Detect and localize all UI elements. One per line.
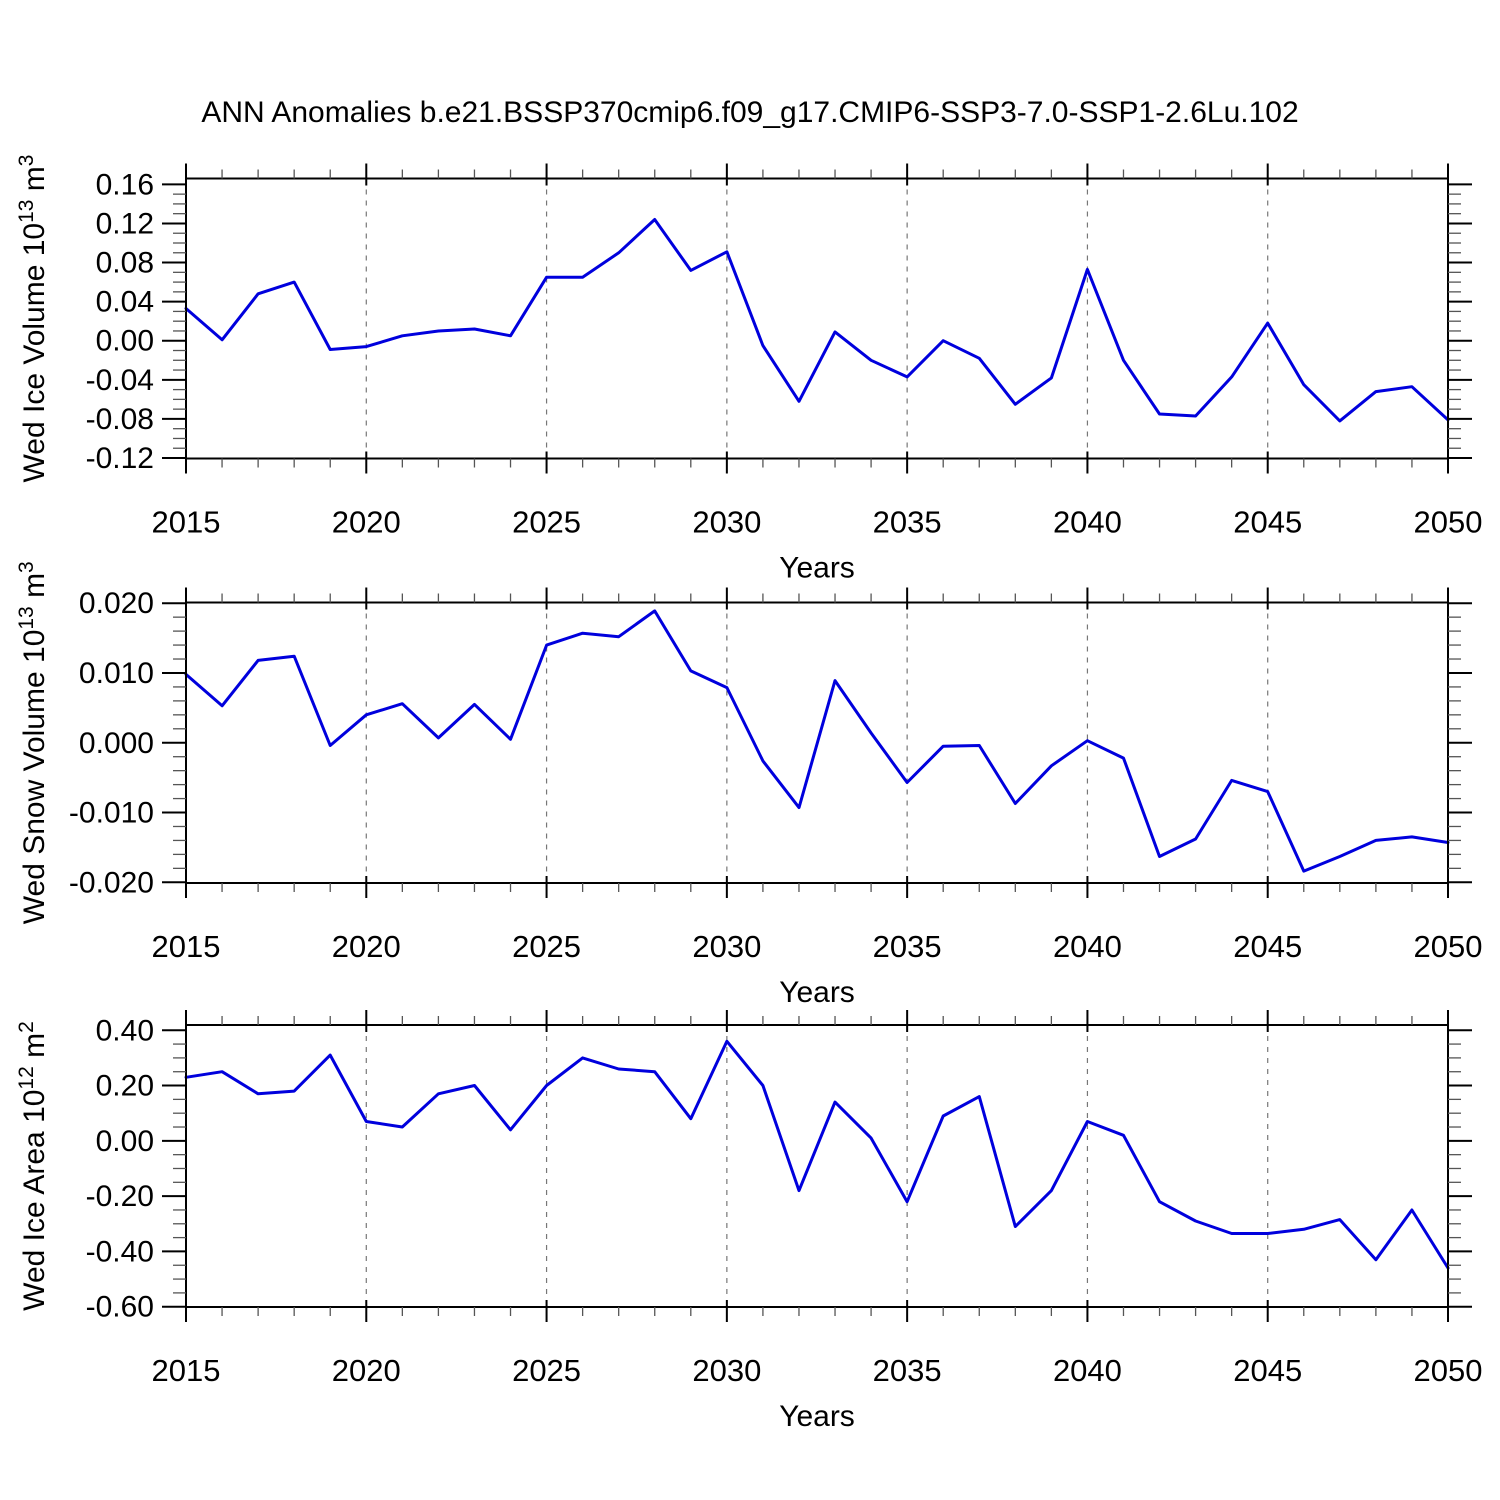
- y-tick-label-panel-3: 0.00: [96, 1125, 154, 1158]
- x-tick-label-2015-panel-2: 2015: [152, 929, 221, 964]
- x-tick-label-2025-panel-1: 2025: [512, 505, 581, 540]
- x-tick-label-2020-panel-2: 2020: [332, 929, 401, 964]
- x-tick-label-2045-panel-2: 2045: [1233, 929, 1302, 964]
- y-tick-label-panel-2: 0.000: [79, 727, 154, 760]
- x-tick-label-2030-panel-3: 2030: [692, 1353, 761, 1388]
- y-tick-label-panel-2: -0.010: [69, 797, 154, 830]
- data-line-panel-2: [184, 609, 1450, 873]
- y-tick-label-panel-2: 0.020: [79, 587, 154, 620]
- y-tick-label-panel-1: 0.12: [96, 207, 154, 240]
- x-tick-label-2050-panel-3: 2050: [1414, 1353, 1483, 1388]
- x-tick-label-2035-panel-1: 2035: [873, 505, 942, 540]
- y-tick-label-panel-2: -0.020: [69, 866, 154, 899]
- y-tick-label-panel-3: 0.40: [96, 1014, 154, 1047]
- y-tick-label-panel-1: 0.04: [96, 286, 154, 319]
- y-axis-title-panel-2: Wed Snow Volume 1013 m3: [15, 561, 51, 924]
- y-tick-label-panel-1: -0.08: [86, 403, 154, 436]
- plot-frame-panel-3: [185, 1024, 1449, 1308]
- x-tick-label-2025-panel-3: 2025: [512, 1353, 581, 1388]
- y-tick-label-panel-1: -0.12: [86, 442, 154, 475]
- x-tick-label-2025-panel-2: 2025: [512, 929, 581, 964]
- y-tick-label-panel-1: -0.04: [86, 364, 154, 397]
- x-tick-label-2015-panel-3: 2015: [152, 1353, 221, 1388]
- x-tick-label-2045-panel-1: 2045: [1233, 505, 1302, 540]
- y-tick-label-panel-3: -0.40: [86, 1235, 154, 1268]
- x-tick-label-2045-panel-3: 2045: [1233, 1353, 1302, 1388]
- x-axis-title-panel-3: Years: [779, 1400, 855, 1433]
- plot-frame-panel-1: [185, 177, 1449, 460]
- x-axis-title-panel-1: Years: [779, 552, 855, 585]
- x-tick-label-2020-panel-3: 2020: [332, 1353, 401, 1388]
- x-axis-title-panel-2: Years: [779, 976, 855, 1009]
- y-tick-label-panel-3: -0.60: [86, 1291, 154, 1324]
- x-tick-label-2020-panel-1: 2020: [332, 505, 401, 540]
- x-tick-label-2050-panel-1: 2050: [1414, 505, 1483, 540]
- y-tick-label-panel-1: 0.08: [96, 247, 154, 280]
- chart-title: ANN Anomalies b.e21.BSSP370cmip6.f09_g17…: [201, 96, 1298, 129]
- x-tick-label-2050-panel-2: 2050: [1414, 929, 1483, 964]
- x-tick-label-2030-panel-2: 2030: [692, 929, 761, 964]
- x-tick-label-2030-panel-1: 2030: [692, 505, 761, 540]
- x-tick-label-2040-panel-2: 2040: [1053, 929, 1122, 964]
- x-tick-label-2040-panel-1: 2040: [1053, 505, 1122, 540]
- x-tick-label-2035-panel-2: 2035: [873, 929, 942, 964]
- y-tick-label-panel-3: -0.20: [86, 1180, 154, 1213]
- y-tick-label-panel-2: 0.010: [79, 657, 154, 690]
- data-line-panel-1: [184, 218, 1450, 423]
- y-tick-label-panel-3: 0.20: [96, 1070, 154, 1103]
- data-line-panel-3: [184, 1039, 1450, 1270]
- x-tick-label-2035-panel-3: 2035: [873, 1353, 942, 1388]
- y-axis-title-panel-1: Wed Ice Volume 1013 m3: [15, 155, 51, 483]
- x-tick-label-2015-panel-1: 2015: [152, 505, 221, 540]
- x-tick-label-2040-panel-3: 2040: [1053, 1353, 1122, 1388]
- y-tick-label-panel-1: 0.16: [96, 168, 154, 201]
- y-axis-title-panel-3: Wed Ice Area 1012 m2: [15, 1021, 51, 1311]
- y-tick-label-panel-1: 0.00: [96, 325, 154, 358]
